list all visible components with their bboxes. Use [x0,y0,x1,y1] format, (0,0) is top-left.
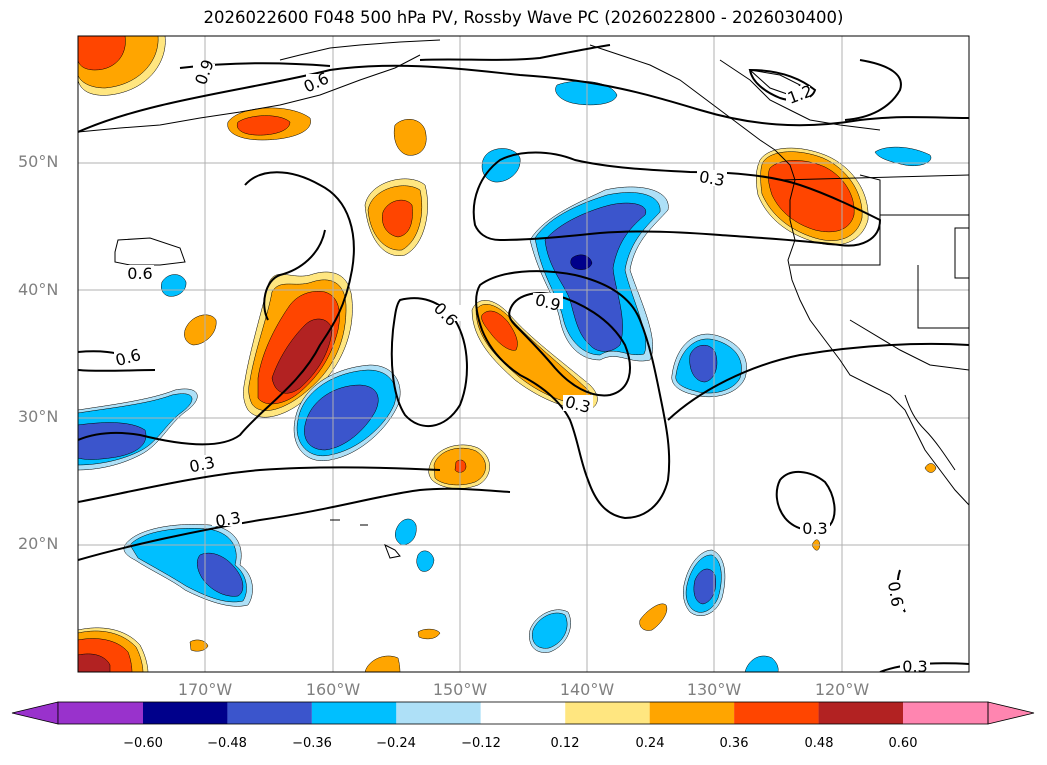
lon-label: 140°W [559,680,615,699]
pv-shading [78,36,937,672]
lon-label: 130°W [686,680,742,699]
lat-label: 40°N [18,280,59,299]
colorbar-cell [480,702,566,724]
colorbar [11,701,1035,725]
pos-anomaly [382,199,413,238]
colorbar-label: −0.48 [207,736,247,751]
map-title: 2026022600 F048 500 hPa PV, Rossby Wave … [203,8,844,27]
colorbar-label: 0.60 [888,736,918,751]
neg-anomaly [874,146,932,166]
colorbar-cell [311,702,397,724]
colorbar-cell [818,702,903,724]
map-plot: 0.9 0.6 1.2 0.3 0.6 0.6 0.9 0.6 0.3 0.3 … [77,35,970,676]
pc-contours [78,44,969,672]
colorbar-cell [227,702,312,724]
pos-anomaly [271,318,333,394]
colorbar-label: −0.12 [461,736,501,751]
colorbar-label: 0.48 [804,736,834,751]
neg-anomaly [395,518,417,546]
contour-label: 0.6 [127,264,152,283]
pos-anomaly [364,655,401,672]
neg-anomaly [78,422,147,460]
colorbar-cell [903,702,988,724]
colorbar-label: 0.12 [550,736,580,751]
lat-label: 50°N [18,152,59,171]
neg-anomaly [555,80,618,106]
colorbar-label: 0.24 [635,736,665,751]
colorbar-label: −0.36 [292,736,332,751]
coastlines [78,39,969,559]
pos-anomaly [417,628,441,640]
pos-anomaly [237,115,291,136]
colorbar-label: −0.24 [376,736,416,751]
lon-label: 150°W [432,680,488,699]
contour-label: 0.3 [902,657,927,676]
colorbar-arrow-max [987,701,1035,725]
lat-label: 20°N [18,534,59,553]
contour-label: 0.6 [884,580,907,608]
neg-anomaly [689,345,718,383]
colorbar-cell [396,702,481,724]
colorbar-cell [143,702,228,724]
contour-label: 0.3 [214,508,242,531]
neg-anomaly [532,612,568,649]
pos-anomaly [78,653,111,672]
contour-label: 0.3 [698,167,726,190]
pos-anomaly [78,36,126,71]
colorbar-label: 0.36 [719,736,749,751]
neg-anomaly [744,655,779,672]
colorbar-label: −0.60 [123,736,163,751]
contour-label-backgrounds [114,64,930,672]
colorbar-cell [565,702,650,724]
neg-anomaly [416,550,435,572]
neg-anomaly [197,552,244,597]
map-frame [77,35,970,673]
pos-anomaly [924,463,937,473]
colorbar-cell [734,702,819,724]
pos-anomaly [639,603,668,631]
colorbar-arrow-min [11,701,59,725]
neg-anomaly [544,202,647,352]
colorbar-cell [649,702,735,724]
lon-label: 120°W [814,680,870,699]
colorbar-frame [57,701,989,725]
contour-label: 0.3 [802,519,827,538]
lon-label: 170°W [177,680,233,699]
pos-anomaly [481,310,518,351]
graticule [78,36,969,672]
contour-label: 0.3 [188,453,217,477]
lat-label: 30°N [18,407,59,426]
colorbar-cell [58,702,143,724]
pos-anomaly [393,119,427,156]
pos-anomaly [184,314,217,346]
lon-label: 160°W [305,680,361,699]
pos-anomaly [189,639,209,652]
